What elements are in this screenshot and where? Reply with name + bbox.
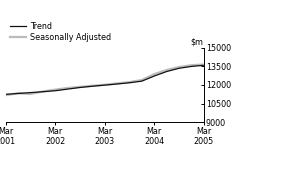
Trend [140, 80, 143, 82]
Trend [91, 85, 94, 87]
Trend [103, 84, 106, 86]
Seasonally Adjusted [115, 82, 119, 84]
Trend [202, 64, 205, 66]
Seasonally Adjusted [41, 90, 44, 92]
Seasonally Adjusted [177, 66, 181, 68]
Trend [29, 92, 32, 94]
Seasonally Adjusted [91, 85, 94, 87]
Trend [16, 92, 20, 95]
Seasonally Adjusted [29, 93, 32, 95]
Trend [115, 83, 119, 85]
Trend [4, 93, 7, 95]
Seasonally Adjusted [128, 81, 131, 83]
Trend [41, 91, 44, 93]
Trend [153, 75, 156, 77]
Seasonally Adjusted [140, 79, 143, 81]
Seasonally Adjusted [103, 84, 106, 86]
Trend [177, 67, 181, 69]
Seasonally Adjusted [202, 64, 205, 66]
Trend [66, 88, 69, 90]
Seasonally Adjusted [16, 92, 20, 94]
Trend [190, 65, 193, 67]
Seasonally Adjusted [165, 69, 168, 71]
Trend [128, 82, 131, 84]
Trend [53, 90, 57, 92]
Text: $m: $m [191, 38, 204, 47]
Seasonally Adjusted [153, 73, 156, 75]
Line: Seasonally Adjusted: Seasonally Adjusted [6, 65, 204, 95]
Line: Trend: Trend [6, 65, 204, 94]
Legend: Trend, Seasonally Adjusted: Trend, Seasonally Adjusted [10, 22, 111, 42]
Seasonally Adjusted [66, 87, 69, 89]
Seasonally Adjusted [190, 64, 193, 66]
Seasonally Adjusted [78, 86, 82, 88]
Trend [78, 87, 82, 89]
Trend [165, 71, 168, 73]
Seasonally Adjusted [4, 94, 7, 96]
Seasonally Adjusted [53, 89, 57, 91]
